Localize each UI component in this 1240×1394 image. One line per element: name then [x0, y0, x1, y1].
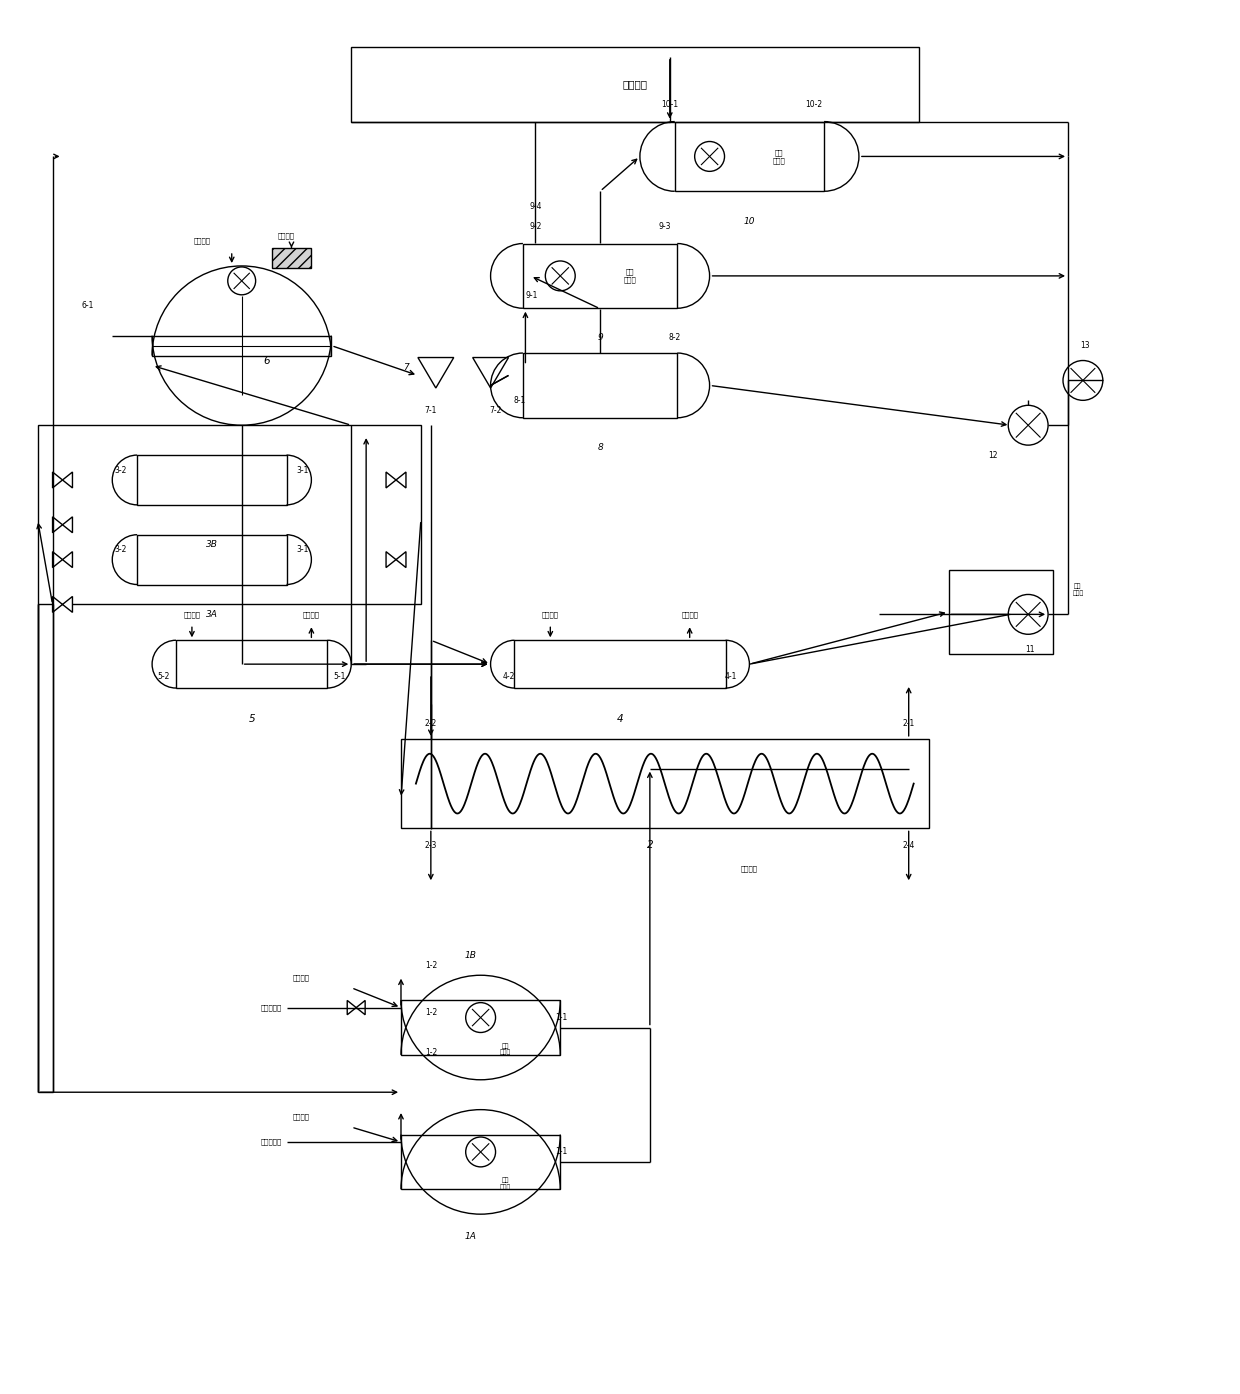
- Text: 氨基十二酸: 氨基十二酸: [260, 1004, 281, 1011]
- Text: 精制水进: 精制水进: [293, 1114, 310, 1121]
- Bar: [949, 570, 1053, 654]
- Bar: [523, 353, 677, 418]
- Text: 8: 8: [598, 443, 603, 452]
- Bar: [351, 47, 919, 121]
- Polygon shape: [52, 552, 62, 567]
- Text: 母液循环: 母液循环: [278, 233, 295, 240]
- Text: 1-2: 1-2: [425, 962, 436, 970]
- Text: 7-2: 7-2: [490, 406, 502, 415]
- Text: 3-2: 3-2: [115, 545, 128, 555]
- Text: 冷冻水进: 冷冻水进: [184, 611, 201, 618]
- Text: 氨基
十二酸: 氨基 十二酸: [773, 149, 786, 163]
- Text: 氨基
十二酸: 氨基 十二酸: [500, 1178, 511, 1190]
- Text: 9-2: 9-2: [529, 222, 542, 230]
- Text: 氨基十二酸: 氨基十二酸: [260, 1139, 281, 1146]
- Text: 12: 12: [988, 450, 998, 460]
- Bar: [176, 640, 327, 689]
- Text: 3B: 3B: [206, 541, 218, 549]
- Text: 5-1: 5-1: [334, 672, 346, 680]
- Text: 10: 10: [744, 216, 755, 226]
- Bar: [37, 425, 420, 605]
- Polygon shape: [386, 473, 396, 488]
- Text: 冷冻水出: 冷冻水出: [681, 611, 698, 618]
- Text: 精制水进: 精制水进: [293, 974, 310, 981]
- Bar: [138, 535, 286, 584]
- Text: 2-1: 2-1: [903, 719, 915, 729]
- Text: 1-1: 1-1: [556, 1013, 568, 1022]
- Text: 7-1: 7-1: [424, 406, 436, 415]
- Bar: [523, 244, 677, 308]
- Text: 冷冻水进: 冷冻水进: [193, 238, 211, 244]
- Text: 6-1: 6-1: [81, 301, 93, 311]
- Text: 9-3: 9-3: [658, 222, 671, 230]
- Text: 8-1: 8-1: [513, 396, 526, 404]
- Polygon shape: [347, 1001, 356, 1015]
- Text: 2-2: 2-2: [425, 719, 436, 729]
- Bar: [138, 454, 286, 505]
- Bar: [675, 121, 825, 191]
- Text: 9-1: 9-1: [526, 291, 538, 300]
- Polygon shape: [386, 552, 396, 567]
- Text: 3A: 3A: [206, 609, 218, 619]
- Text: 10-1: 10-1: [661, 100, 678, 109]
- Bar: [153, 336, 331, 355]
- Bar: [401, 1135, 560, 1189]
- Text: 9-4: 9-4: [529, 202, 542, 210]
- Polygon shape: [62, 473, 72, 488]
- Bar: [401, 739, 929, 828]
- Text: 3-1: 3-1: [296, 466, 309, 474]
- Polygon shape: [396, 473, 405, 488]
- Text: 9: 9: [598, 333, 603, 342]
- Text: 冷冻水出: 冷冻水出: [303, 611, 320, 618]
- Polygon shape: [62, 517, 72, 533]
- Text: 冷冻水进: 冷冻水进: [542, 611, 559, 618]
- Text: 3-1: 3-1: [296, 545, 309, 555]
- Text: 净化处理: 净化处理: [742, 864, 758, 871]
- Text: 氨基
十二酸: 氨基 十二酸: [500, 1043, 511, 1055]
- Text: 1-1: 1-1: [556, 1147, 568, 1157]
- Text: 2: 2: [646, 841, 653, 850]
- Bar: [272, 248, 311, 268]
- Text: 氨基
十二酸: 氨基 十二酸: [1073, 584, 1084, 595]
- Text: 8-2: 8-2: [668, 333, 681, 342]
- Text: 4-2: 4-2: [503, 672, 516, 680]
- Bar: [401, 999, 560, 1055]
- Polygon shape: [52, 597, 62, 612]
- Text: 11: 11: [1025, 644, 1035, 654]
- Text: 1A: 1A: [465, 1232, 476, 1241]
- Text: 1-2: 1-2: [425, 1008, 436, 1018]
- Polygon shape: [356, 1001, 365, 1015]
- Text: 5-2: 5-2: [157, 672, 170, 680]
- Text: 1B: 1B: [465, 951, 476, 960]
- Text: 2-3: 2-3: [424, 841, 436, 850]
- Bar: [515, 640, 725, 689]
- Text: 7: 7: [403, 362, 409, 372]
- Text: 10-2: 10-2: [806, 100, 822, 109]
- Polygon shape: [396, 552, 405, 567]
- Text: 4: 4: [616, 714, 624, 723]
- Polygon shape: [62, 597, 72, 612]
- Text: 2-4: 2-4: [903, 841, 915, 850]
- Text: 1-2: 1-2: [425, 1048, 436, 1057]
- Text: 氨基
十二酸: 氨基 十二酸: [624, 269, 636, 283]
- Polygon shape: [62, 552, 72, 567]
- Text: 3-2: 3-2: [115, 466, 128, 474]
- Polygon shape: [52, 473, 62, 488]
- Text: 5: 5: [248, 714, 255, 723]
- Text: 6: 6: [263, 355, 270, 365]
- Text: 4-1: 4-1: [724, 672, 737, 680]
- Text: 循环回用: 循环回用: [622, 79, 647, 89]
- Text: 13: 13: [1080, 342, 1090, 350]
- Polygon shape: [52, 517, 62, 533]
